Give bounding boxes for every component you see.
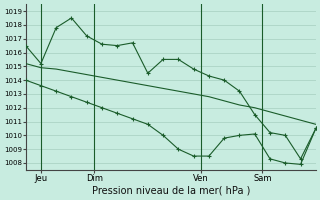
X-axis label: Pression niveau de la mer( hPa ): Pression niveau de la mer( hPa ) xyxy=(92,186,250,196)
